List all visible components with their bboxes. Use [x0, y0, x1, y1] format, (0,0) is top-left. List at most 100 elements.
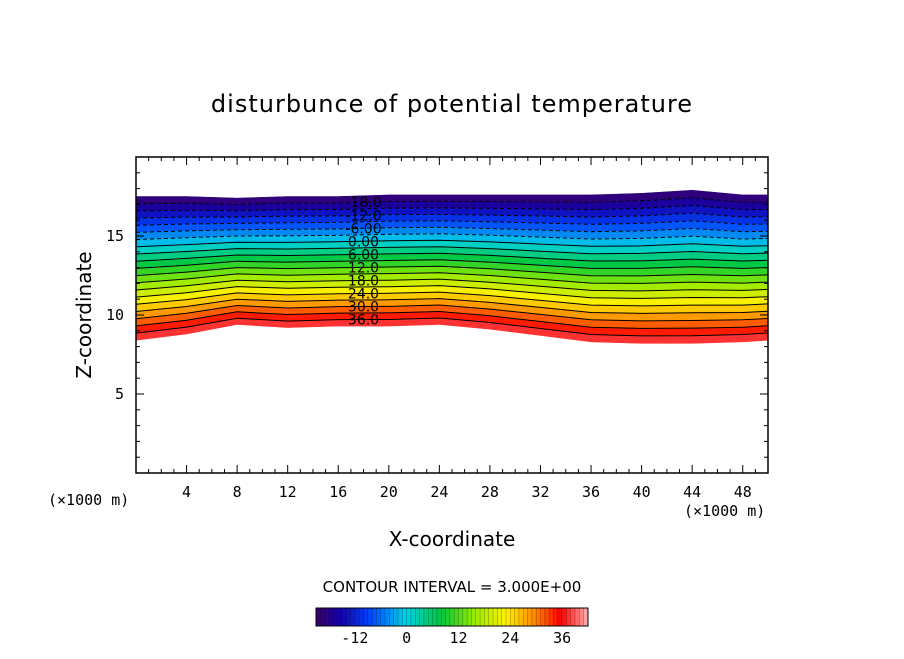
chart-title: disturbunce of potential temperature [211, 90, 693, 118]
colorbar-tick-label: 12 [449, 629, 467, 647]
colorbar-tick-label: -12 [341, 629, 368, 647]
y-tick-label: 15 [106, 227, 124, 245]
colorbar-cell [419, 608, 425, 626]
colorbar-cell [527, 608, 533, 626]
colorbar-cell [544, 608, 550, 626]
colorbar-cell [475, 608, 481, 626]
contour-line [136, 304, 768, 322]
colorbar-cell [372, 608, 377, 626]
colorbar-cell [523, 608, 528, 626]
contour-line [136, 246, 768, 255]
colorbar-cell [575, 608, 580, 626]
y-axis-label: Z-coordinate [72, 251, 96, 378]
contour-label: 12.0 [348, 260, 379, 276]
x-tick-label: 16 [329, 483, 347, 501]
colorbar-cell [458, 608, 464, 626]
colorbar-cell [501, 608, 507, 626]
colorbar-cell [467, 608, 472, 626]
colorbar-cell [480, 608, 485, 626]
colorbar-cell [570, 608, 576, 626]
contour-line [136, 220, 768, 226]
contour-line [136, 252, 768, 262]
contour-label: 24.0 [348, 287, 379, 303]
colorbar-frame [315, 607, 589, 627]
colorbar-cell [415, 608, 420, 626]
colorbar-cell [376, 608, 382, 626]
x-tick-label: 8 [233, 483, 242, 501]
contour-label: 30.0 [348, 300, 379, 316]
colorbar-cell [359, 608, 364, 626]
contour-lines [136, 197, 768, 337]
colorbar-cell [583, 608, 589, 626]
colorbar-cell [484, 608, 489, 626]
colorbar-cell [536, 608, 541, 626]
colorbar-cell [579, 608, 584, 626]
colorbar-cell [316, 608, 321, 626]
colorbar-cell [518, 608, 524, 626]
colorbar-cell [328, 608, 334, 626]
colorbar-cell [497, 608, 502, 626]
colorbar-cell [454, 608, 459, 626]
colorbar-cell [441, 608, 446, 626]
colorbar-cell [393, 608, 399, 626]
colorbar-tick-label: 36 [553, 629, 571, 647]
colorbar-cell [406, 608, 412, 626]
y-unit-label: (×1000 m) [48, 491, 129, 509]
contour-line [136, 233, 768, 241]
colorbar-cell [531, 608, 537, 626]
contour-label: 0.00 [348, 234, 379, 250]
contour-interval-text: CONTOUR INTERVAL = 3.000E+00 [323, 578, 582, 596]
contour-label: 18.0 [348, 273, 379, 289]
contour-line [136, 272, 768, 284]
contour-label: 6.00 [348, 247, 379, 263]
contour-line [136, 291, 768, 307]
x-tick-label: 28 [481, 483, 499, 501]
contour-label: -12.0 [345, 208, 381, 224]
colorbar-cell [337, 608, 343, 626]
contour-labels: -18.0-12.0-6.000.006.0012.018.024.030.03… [345, 195, 381, 328]
x-unit-label: (×1000 m) [684, 502, 765, 520]
x-tick-label: 44 [683, 483, 701, 501]
contour-line [136, 226, 768, 233]
colorbar-cell [389, 608, 395, 626]
colorbar-cell [566, 608, 572, 626]
contour-line [136, 310, 768, 329]
contour-line [136, 259, 768, 269]
colorbar-cell [505, 608, 511, 626]
colorbar-cell [553, 608, 559, 626]
colorbar-cell [549, 608, 554, 626]
contour-line [136, 317, 768, 337]
colorbar-cell [462, 608, 468, 626]
colorbar-cell [432, 608, 438, 626]
colorbar-tick-label: 24 [501, 629, 519, 647]
colorbar-cell [557, 608, 563, 626]
colorbar-cell [333, 608, 338, 626]
colorbar-tick-label: 0 [402, 629, 411, 647]
x-tick-label: 24 [430, 483, 448, 501]
colorbar: -12 0 12 24 36 [315, 607, 589, 647]
contour-line [136, 197, 768, 205]
colorbar-cell [436, 608, 442, 626]
colorbar-cell [320, 608, 325, 626]
contour-label: -6.00 [345, 221, 381, 237]
contour-line [136, 278, 768, 292]
colorbar-cell [398, 608, 403, 626]
colorbar-cell [354, 608, 360, 626]
colorbar-cell [449, 608, 455, 626]
contour-line [136, 204, 768, 212]
contour-line [136, 239, 768, 248]
contour-line [136, 212, 768, 219]
colorbar-cell [540, 608, 546, 626]
y-tick-label: 10 [106, 306, 124, 324]
colorbar-cell [510, 608, 515, 626]
colorbar-cell [514, 608, 520, 626]
contour-line [136, 298, 768, 314]
colorbar-cell [402, 608, 407, 626]
colorbar-cell [471, 608, 477, 626]
colorbar-cell [493, 608, 498, 626]
colorbar-cell [341, 608, 347, 626]
colorbar-cell [363, 608, 369, 626]
contour-label: 36.0 [348, 313, 379, 329]
